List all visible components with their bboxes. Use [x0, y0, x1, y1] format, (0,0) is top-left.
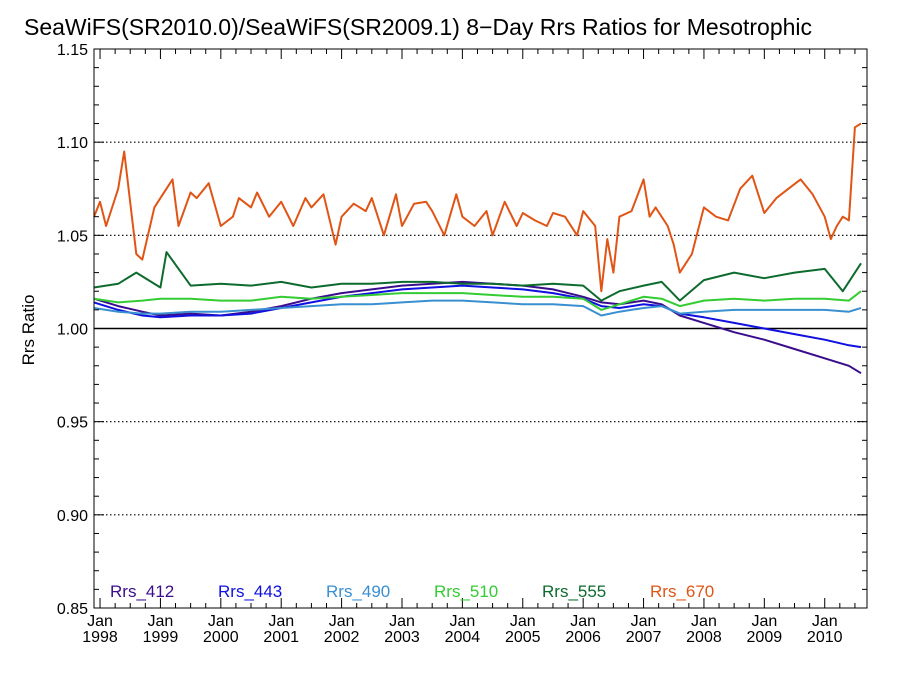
grid-layer	[94, 141, 867, 516]
x-tick-label-year: 2002	[324, 629, 360, 646]
x-tick-label-month: Jan	[87, 613, 113, 630]
x-tick-label-month: Jan	[208, 613, 234, 630]
x-tick-label-month: Jan	[812, 613, 838, 630]
y-tick-label: 1.15	[57, 42, 88, 59]
x-tick-label-year: 2003	[384, 629, 420, 646]
series-layer	[93, 122, 862, 375]
series-line-rrs-670	[93, 122, 862, 293]
tick-layer: 0.850.900.951.001.051.101.15Jan1998Jan19…	[57, 42, 867, 646]
x-tick-label-month: Jan	[751, 613, 777, 630]
x-tick-label-year: 1999	[143, 629, 179, 646]
legend-item: Rrs_510	[434, 582, 498, 601]
x-tick-label-year: 2008	[686, 629, 722, 646]
series-line-rrs-555	[93, 251, 862, 302]
legend-item: Rrs_555	[542, 582, 606, 601]
y-axis-title: Rrs Ratio	[19, 295, 38, 366]
x-tick-label-month: Jan	[389, 613, 415, 630]
x-tick-label-month: Jan	[148, 613, 174, 630]
y-tick-label: 1.05	[57, 228, 88, 245]
x-tick-label-year: 1998	[82, 629, 118, 646]
series-line-rrs-510	[93, 290, 862, 311]
x-tick-label-month: Jan	[691, 613, 717, 630]
x-tick-label-year: 2001	[263, 629, 299, 646]
legend-item: Rrs_443	[218, 582, 282, 601]
y-tick-label: 1.10	[57, 135, 88, 152]
legend-item: Rrs_490	[326, 582, 390, 601]
x-tick-label-year: 2007	[626, 629, 662, 646]
y-tick-label: 0.90	[57, 508, 88, 525]
x-tick-label-month: Jan	[449, 613, 475, 630]
legend-layer: Rrs_412 Rrs_443 Rrs_490 Rrs_510 Rrs_555 Rrs_6…	[110, 582, 714, 601]
legend-item: Rrs_670	[650, 582, 714, 601]
x-tick-label-year: 2004	[445, 629, 481, 646]
y-tick-label: 1.00	[57, 322, 88, 339]
y-tick-label: 0.85	[57, 601, 88, 618]
x-tick-label-year: 2000	[203, 629, 239, 646]
x-tick-label-year: 2006	[565, 629, 601, 646]
x-tick-label-month: Jan	[631, 613, 657, 630]
x-tick-label-month: Jan	[570, 613, 596, 630]
series-line-rrs-412	[93, 280, 862, 375]
series-line-rrs-443	[93, 284, 862, 349]
y-tick-label: 0.95	[57, 415, 88, 432]
x-tick-label-month: Jan	[510, 613, 536, 630]
x-tick-label-month: Jan	[329, 613, 355, 630]
x-tick-label-month: Jan	[268, 613, 294, 630]
x-tick-label-year: 2009	[747, 629, 783, 646]
legend-item: Rrs_412	[110, 582, 174, 601]
series-line-rrs-490	[93, 299, 862, 317]
x-tick-label-year: 2010	[807, 629, 843, 646]
chart-title: SeaWiFS(SR2010.0)/SeaWiFS(SR2009.1) 8−Da…	[24, 14, 813, 40]
x-tick-label-year: 2005	[505, 629, 541, 646]
